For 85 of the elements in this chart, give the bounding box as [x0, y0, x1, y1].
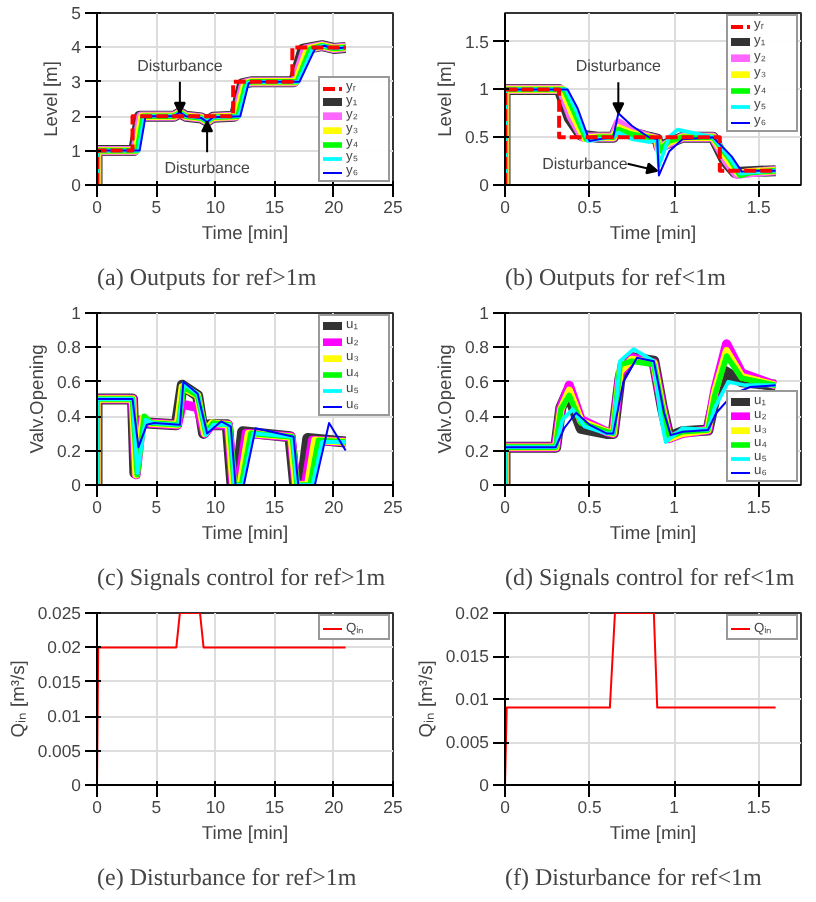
y-tick-label: 1 — [479, 79, 490, 100]
x-axis-title: Time [min] — [609, 823, 697, 843]
x-tick-label: 15 — [264, 497, 285, 517]
y-tick-label: 0.025 — [37, 603, 82, 623]
y-tick-label: 0.5 — [464, 127, 490, 148]
y-tick-label: 0.4 — [464, 406, 490, 427]
y-tick-label: 0 — [71, 175, 82, 195]
annotation: Disturbance — [542, 154, 629, 173]
x-tick-label: 0 — [92, 197, 103, 217]
annotation: Disturbance — [137, 56, 224, 75]
y-tick-label: 5 — [71, 3, 82, 23]
x-tick-label: 1.5 — [746, 797, 772, 817]
x-axis-title: Time [min] — [201, 523, 289, 543]
x-tick-label: 1.5 — [746, 197, 772, 217]
y-tick-label: 0.005 — [37, 740, 82, 761]
x-tick-label: 0.5 — [577, 497, 602, 517]
x-tick-label: 15 — [264, 197, 285, 217]
y-tick-label: 0.02 — [455, 603, 490, 623]
y-axis-title: Valv.Opening — [26, 344, 47, 454]
y-tick-label: 0.015 — [37, 671, 82, 692]
y-tick-label: 0.2 — [464, 440, 490, 461]
x-tick-label: 0 — [500, 197, 511, 217]
y-tick-label: 1 — [71, 140, 82, 161]
x-tick-label: 15 — [264, 797, 285, 817]
x-tick-label: 0.5 — [577, 197, 602, 217]
annotation: Disturbance — [575, 57, 663, 76]
x-tick-label: 5 — [151, 797, 162, 817]
x-tick-label: 0.5 — [577, 797, 602, 817]
text: (e) Disturbance for ref>1m — [97, 863, 358, 891]
text: (f) Disturbance for ref<1m — [505, 863, 764, 891]
x-tick-label: 10 — [205, 197, 226, 217]
y-axis-title: Valv.Opening — [434, 344, 455, 454]
y-tick-label: 0.01 — [455, 689, 490, 709]
text: (c) Signals control for ref>1m — [97, 563, 387, 591]
y-tick-label: 3 — [71, 71, 82, 92]
y-tick-label: 0.6 — [464, 371, 490, 392]
y-tick-label: 1 — [479, 303, 490, 323]
y-tick-label: 0 — [479, 475, 490, 495]
y-axis-title: Qᵢₙ [m³/s] — [415, 660, 436, 738]
x-tick-label: 1 — [669, 797, 680, 817]
y-tick-label: 0.8 — [464, 337, 490, 358]
x-tick-label: 5 — [151, 197, 162, 217]
x-axis-title: Time [min] — [201, 223, 289, 243]
y-axis-title: Level [m] — [41, 61, 62, 137]
x-tick-label: 0 — [92, 497, 103, 517]
y-tick-label: 0 — [479, 175, 490, 195]
x-tick-label: 25 — [383, 797, 403, 817]
y-tick-label: 0 — [479, 775, 490, 795]
x-tick-label: 10 — [205, 497, 226, 517]
y-tick-label: 0 — [71, 775, 82, 795]
y-tick-label: 0.8 — [56, 337, 82, 358]
y-tick-label: 0.4 — [56, 406, 82, 427]
annotation: Disturbance — [164, 159, 251, 178]
y-tick-label: 0.015 — [445, 646, 490, 666]
y-tick-label: 0.005 — [445, 732, 490, 752]
x-tick-label: 1 — [669, 197, 680, 217]
text: (a) Outputs for ref>1m — [97, 263, 318, 291]
y-axis-title: Qᵢₙ [m³/s] — [7, 660, 28, 738]
x-tick-label: 5 — [151, 497, 162, 517]
x-tick-label: 20 — [324, 797, 344, 817]
x-tick-label: 1 — [669, 497, 680, 517]
x-axis-title: Time [min] — [609, 223, 697, 243]
x-tick-label: 0 — [500, 497, 511, 517]
x-tick-label: 25 — [383, 497, 403, 517]
y-axis-title: Level [m] — [434, 61, 455, 137]
x-axis-title: Time [min] — [609, 523, 697, 543]
y-tick-label: 0.2 — [56, 440, 82, 461]
text: (b) Outputs for ref<1m — [505, 263, 728, 291]
y-tick-label: 0.01 — [47, 706, 82, 727]
x-tick-label: 20 — [324, 497, 344, 517]
x-tick-label: 1.5 — [746, 497, 772, 517]
y-tick-label: 0.6 — [56, 371, 82, 392]
y-tick-label: 1 — [71, 303, 82, 323]
x-axis-title: Time [min] — [201, 823, 289, 843]
y-tick-label: 0.02 — [47, 637, 82, 658]
y-tick-label: 4 — [71, 37, 82, 58]
x-tick-label: 0 — [92, 797, 103, 817]
x-tick-label: 10 — [205, 797, 226, 817]
x-tick-label: 20 — [324, 197, 344, 217]
y-tick-label: 0 — [71, 475, 82, 495]
y-tick-label: 2 — [71, 106, 82, 127]
text: (d) Signals control for ref<1m — [505, 563, 796, 591]
y-tick-label: 1.5 — [464, 31, 490, 52]
x-tick-label: 0 — [500, 797, 511, 817]
x-tick-label: 25 — [383, 197, 403, 217]
